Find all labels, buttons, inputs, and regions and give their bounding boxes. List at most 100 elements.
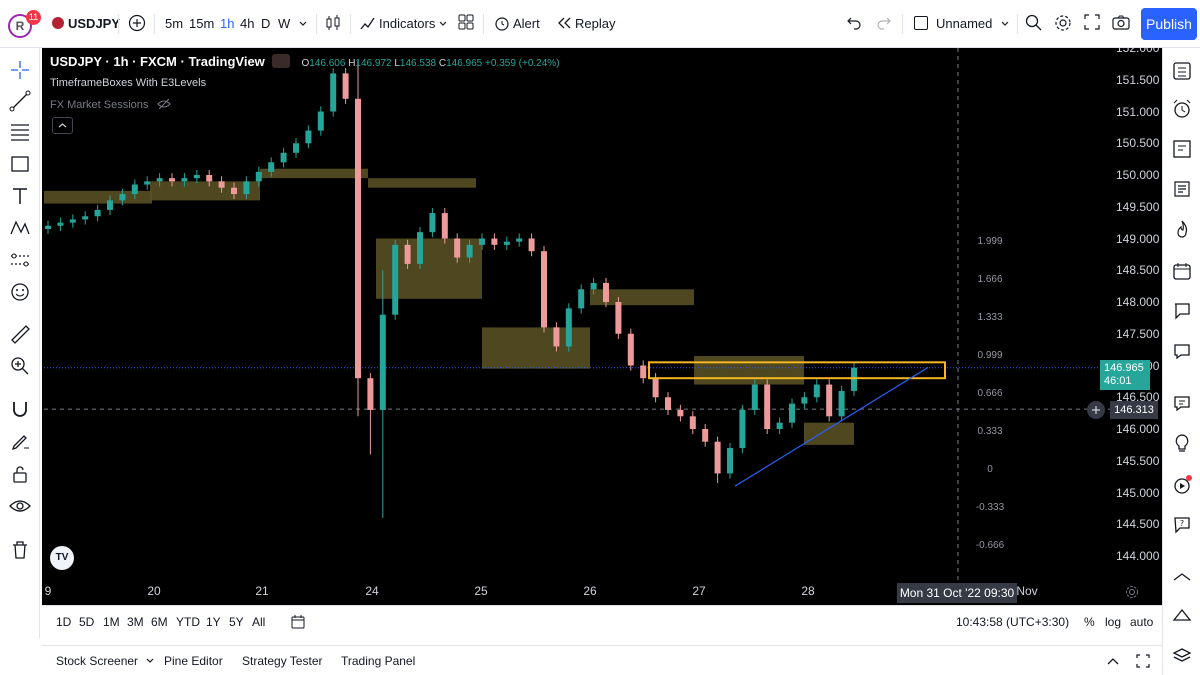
layers-icon[interactable] <box>1171 646 1193 668</box>
watchlist-icon[interactable] <box>1171 60 1193 82</box>
tradingview-logo[interactable]: TV <box>50 546 74 570</box>
range-6m[interactable]: 6M <box>151 615 168 629</box>
tab-stock-screener[interactable]: Stock Screener <box>56 654 155 668</box>
text-tool-icon[interactable] <box>8 184 32 208</box>
symbol-search[interactable]: USDJPY <box>52 14 120 34</box>
clock-timezone[interactable]: 10:43:58 (UTC+3:30) <box>956 615 1070 629</box>
alarm-clock-icon[interactable] <box>1171 98 1193 120</box>
chat-bubble-icon[interactable] <box>1171 392 1193 414</box>
svg-text:?: ? <box>1180 519 1184 528</box>
maximize-panel-icon[interactable] <box>1136 654 1150 668</box>
range-1m[interactable]: 1M <box>103 615 120 629</box>
indicator-timeframe-boxes[interactable]: TimeframeBoxes With E3Levels <box>50 77 207 89</box>
candle-body <box>429 213 436 233</box>
range-all[interactable]: All <box>252 615 266 629</box>
percent-scale-toggle[interactable]: % <box>1084 615 1095 629</box>
trash-icon[interactable] <box>8 538 32 562</box>
time-tick: 25 <box>474 584 488 598</box>
go-to-date-icon[interactable] <box>290 614 306 630</box>
chat-icon[interactable] <box>1171 340 1193 362</box>
publish-button[interactable]: Publish <box>1141 8 1197 40</box>
rectangle-shape-icon[interactable] <box>8 152 32 176</box>
range-5y[interactable]: 5Y <box>229 615 244 629</box>
prediction-tool-icon[interactable] <box>8 248 32 272</box>
compare-add-icon[interactable] <box>128 14 146 34</box>
eye-icon[interactable] <box>8 494 32 518</box>
price-chart[interactable] <box>42 48 1162 605</box>
pattern-tool-icon[interactable] <box>8 216 32 240</box>
hidden-eye-icon[interactable] <box>157 98 172 110</box>
interval-15m[interactable]: 15m <box>189 16 215 31</box>
candle-body <box>801 397 808 404</box>
range-ytd[interactable]: YTD <box>176 615 200 629</box>
candles-icon[interactable] <box>325 14 341 34</box>
help-icon[interactable]: ? <box>1171 514 1193 536</box>
news-icon[interactable] <box>1171 178 1193 200</box>
fullscreen-icon[interactable] <box>1084 14 1100 34</box>
redo-icon[interactable] <box>876 14 892 34</box>
candle-body <box>305 130 312 144</box>
crosshair-add-icon[interactable] <box>1087 401 1105 419</box>
lock-pencil-icon[interactable] <box>8 430 32 454</box>
interval-d[interactable]: D <box>261 16 271 31</box>
settings-gear-icon[interactable] <box>1054 14 1072 34</box>
auto-scale-toggle[interactable]: auto <box>1130 615 1154 629</box>
interval-4h[interactable]: 4h <box>240 16 255 31</box>
lock-icon[interactable] <box>8 462 32 486</box>
price-tick: 151.000 <box>1116 104 1160 119</box>
trend-line-icon[interactable] <box>8 89 32 113</box>
camera-icon[interactable] <box>1112 14 1130 34</box>
price-tick: 146.000 <box>1116 422 1160 436</box>
layout-dropdown-icon[interactable] <box>1000 14 1010 34</box>
interval-w[interactable]: W <box>278 16 291 31</box>
search-icon[interactable] <box>1025 14 1042 34</box>
legend-symbol[interactable]: USDJPY · 1h · FXCM · TradingView <box>50 54 265 69</box>
interval-1h[interactable]: 1h <box>220 16 235 31</box>
range-1y[interactable]: 1Y <box>206 615 221 629</box>
magnet-icon[interactable] <box>8 398 32 422</box>
data-window-icon[interactable] <box>1171 138 1193 160</box>
indicators-button[interactable]: Indicators <box>360 14 435 34</box>
indicators-dropdown-icon[interactable] <box>438 14 448 34</box>
candle-body <box>565 308 572 347</box>
range-5d[interactable]: 5D <box>79 615 95 629</box>
templates-icon[interactable] <box>458 14 474 34</box>
undo-icon[interactable] <box>846 14 862 34</box>
log-scale-toggle[interactable]: log <box>1105 615 1122 629</box>
ruler-icon[interactable] <box>8 322 32 346</box>
indicator-fx-sessions[interactable]: FX Market Sessions <box>50 98 172 111</box>
crosshair-icon[interactable] <box>8 58 32 82</box>
tab-pine-editor[interactable]: Pine Editor <box>164 654 223 668</box>
interval-dropdown-icon[interactable] <box>298 14 308 34</box>
range-1d[interactable]: 1D <box>56 615 72 629</box>
ideas-icon[interactable] <box>1171 300 1193 322</box>
lightbulb-icon[interactable] <box>1171 432 1193 454</box>
candle-body <box>615 302 622 334</box>
trend-line <box>734 366 929 487</box>
layout-name[interactable]: Unnamed <box>914 14 992 34</box>
time-tick: 28 <box>801 584 815 598</box>
hotlist-flame-icon[interactable] <box>1171 218 1193 240</box>
tab-trading-panel[interactable]: Trading Panel <box>341 654 416 668</box>
collapse-panel-icon[interactable] <box>1106 654 1120 668</box>
alert-button[interactable]: Alert <box>494 14 540 34</box>
signal-chevron-icon[interactable] <box>1171 566 1193 588</box>
emoji-icon[interactable] <box>8 280 32 304</box>
candle-body <box>342 73 349 99</box>
range-3m[interactable]: 3M <box>127 615 144 629</box>
chart-settings-gear-icon[interactable] <box>1125 585 1139 599</box>
session-box <box>482 327 590 369</box>
tab-strategy-tester[interactable]: Strategy Tester <box>242 654 323 668</box>
fib-level-label: 1.666 <box>977 273 1003 285</box>
pine-icon[interactable] <box>1171 604 1193 626</box>
calendar-icon[interactable] <box>1171 260 1193 282</box>
fib-level-label: -0.333 <box>975 502 1005 514</box>
interval-5m[interactable]: 5m <box>165 16 184 31</box>
replay-button[interactable]: Replay <box>556 14 615 34</box>
collapse-legend-button[interactable] <box>52 117 73 134</box>
streams-icon[interactable] <box>1171 474 1193 496</box>
chart-pane[interactable]: USDJPY · 1h · FXCM · TradingView O146.60… <box>42 48 1162 605</box>
fib-retracement-icon[interactable] <box>8 120 32 144</box>
zoom-in-icon[interactable] <box>8 354 32 378</box>
top-toolbar: R 11 USDJPY 5m 15m 1h 4h D W Indicators … <box>0 0 1200 48</box>
